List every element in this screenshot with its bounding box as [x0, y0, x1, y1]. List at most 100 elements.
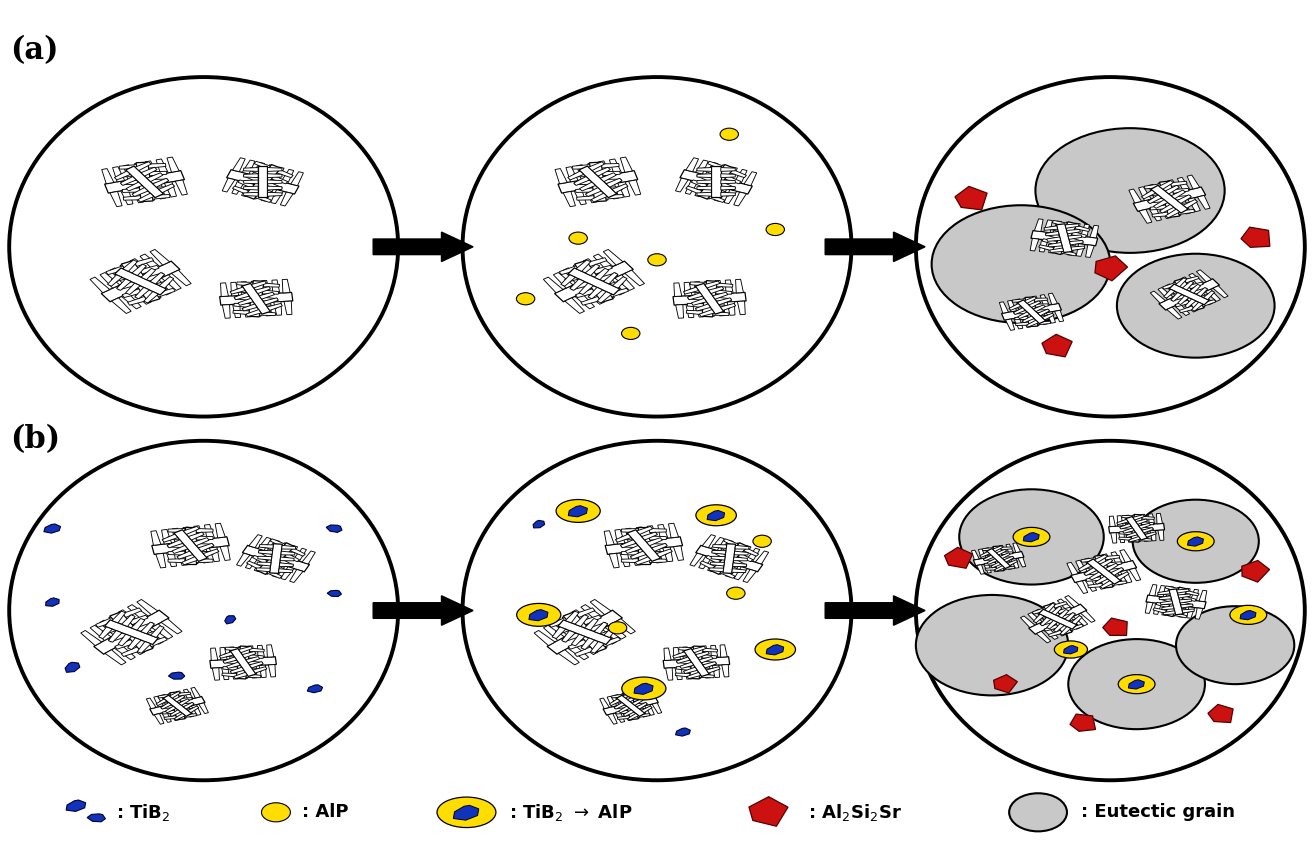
Polygon shape — [687, 303, 703, 307]
Polygon shape — [637, 689, 646, 700]
Polygon shape — [113, 166, 125, 182]
Polygon shape — [657, 549, 673, 557]
Polygon shape — [290, 171, 304, 185]
Polygon shape — [279, 559, 293, 567]
Polygon shape — [259, 665, 267, 677]
Polygon shape — [1053, 221, 1062, 234]
Polygon shape — [1201, 300, 1215, 307]
Polygon shape — [1120, 532, 1131, 535]
Polygon shape — [766, 644, 783, 655]
Polygon shape — [1190, 296, 1205, 308]
Polygon shape — [606, 195, 623, 199]
Polygon shape — [1049, 294, 1058, 305]
Polygon shape — [1007, 544, 1013, 553]
Polygon shape — [702, 661, 716, 665]
Polygon shape — [150, 696, 205, 715]
Polygon shape — [602, 171, 620, 176]
Polygon shape — [237, 646, 250, 679]
Polygon shape — [1181, 277, 1196, 289]
Circle shape — [753, 535, 771, 547]
Polygon shape — [721, 186, 736, 190]
Polygon shape — [1047, 237, 1060, 242]
Polygon shape — [1168, 203, 1181, 216]
Polygon shape — [711, 562, 724, 566]
Polygon shape — [242, 160, 255, 174]
Polygon shape — [999, 546, 1007, 555]
Polygon shape — [147, 173, 163, 182]
Polygon shape — [1139, 538, 1151, 541]
Polygon shape — [302, 551, 315, 564]
Polygon shape — [265, 182, 283, 190]
Polygon shape — [1060, 627, 1071, 635]
Polygon shape — [1142, 531, 1148, 541]
Polygon shape — [646, 526, 657, 540]
Polygon shape — [1158, 591, 1169, 595]
Polygon shape — [686, 186, 702, 194]
Polygon shape — [1081, 558, 1096, 562]
Polygon shape — [1133, 514, 1144, 520]
Polygon shape — [712, 545, 727, 548]
Polygon shape — [992, 546, 1000, 556]
Polygon shape — [599, 161, 611, 176]
Polygon shape — [1112, 581, 1126, 585]
Polygon shape — [589, 162, 604, 171]
Polygon shape — [1175, 196, 1190, 200]
Polygon shape — [222, 305, 230, 318]
Polygon shape — [598, 273, 618, 281]
Polygon shape — [1004, 559, 1012, 570]
Polygon shape — [168, 559, 185, 563]
Polygon shape — [984, 558, 995, 560]
Polygon shape — [43, 524, 60, 533]
Polygon shape — [689, 289, 706, 294]
Polygon shape — [645, 705, 654, 715]
Polygon shape — [254, 161, 271, 170]
Polygon shape — [585, 288, 604, 304]
Polygon shape — [150, 273, 164, 284]
Polygon shape — [280, 563, 293, 566]
Polygon shape — [1068, 235, 1081, 239]
Polygon shape — [674, 283, 682, 296]
Circle shape — [622, 327, 640, 339]
Polygon shape — [1179, 306, 1194, 313]
Polygon shape — [1105, 563, 1118, 571]
Polygon shape — [1029, 604, 1087, 634]
Polygon shape — [1009, 304, 1021, 310]
Polygon shape — [1050, 248, 1063, 252]
Polygon shape — [99, 627, 113, 638]
Polygon shape — [707, 667, 720, 673]
Polygon shape — [254, 303, 261, 316]
Polygon shape — [142, 284, 162, 300]
Circle shape — [1035, 128, 1225, 253]
Polygon shape — [240, 666, 247, 679]
Polygon shape — [677, 657, 690, 663]
Polygon shape — [673, 293, 746, 305]
Polygon shape — [700, 561, 715, 569]
Polygon shape — [606, 537, 682, 554]
Polygon shape — [574, 261, 614, 302]
Polygon shape — [1162, 591, 1176, 597]
Polygon shape — [127, 296, 147, 305]
Polygon shape — [234, 672, 247, 679]
Polygon shape — [1018, 558, 1026, 567]
Polygon shape — [1129, 537, 1141, 542]
Polygon shape — [700, 668, 715, 671]
Polygon shape — [1034, 219, 1043, 231]
Polygon shape — [279, 569, 293, 572]
Polygon shape — [258, 166, 268, 197]
Polygon shape — [1134, 532, 1141, 542]
Polygon shape — [579, 283, 594, 294]
Polygon shape — [1083, 564, 1097, 569]
Ellipse shape — [463, 441, 851, 780]
Polygon shape — [258, 645, 264, 657]
Polygon shape — [1022, 316, 1034, 323]
Polygon shape — [649, 551, 666, 555]
Polygon shape — [146, 698, 156, 708]
Polygon shape — [110, 191, 122, 207]
Polygon shape — [1012, 299, 1026, 302]
Polygon shape — [110, 268, 130, 283]
Polygon shape — [637, 714, 650, 718]
Polygon shape — [127, 604, 148, 620]
Polygon shape — [1058, 610, 1068, 618]
Polygon shape — [622, 559, 639, 563]
Polygon shape — [1240, 227, 1269, 248]
